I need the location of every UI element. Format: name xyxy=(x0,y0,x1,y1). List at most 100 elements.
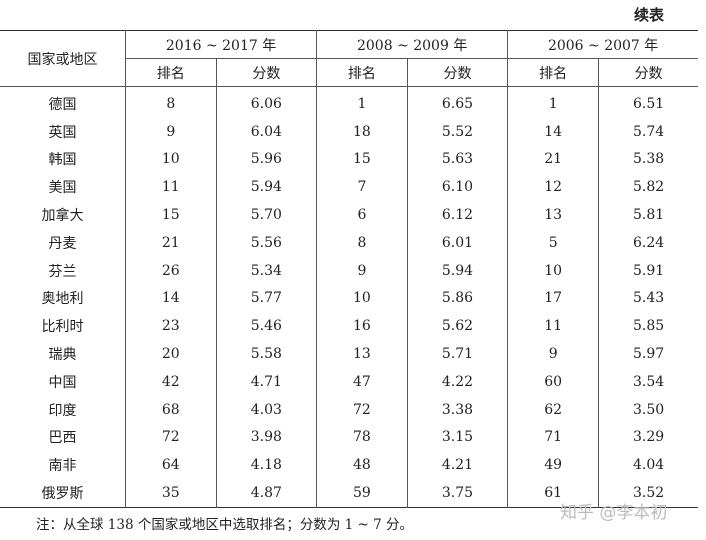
score-cell: 4.04 xyxy=(598,451,698,480)
rank-cell: 59 xyxy=(316,479,408,508)
score-cell: 6.51 xyxy=(598,86,698,118)
rank-cell: 17 xyxy=(507,284,599,313)
score-cell: 5.86 xyxy=(406,284,508,313)
rank-cell: 15 xyxy=(125,201,217,229)
rank-cell: 78 xyxy=(316,423,408,452)
rank-cell: 21 xyxy=(125,228,217,257)
rank-cell: 61 xyxy=(507,479,599,508)
country-cell: 瑞典 xyxy=(48,347,77,364)
score-cell: 3.54 xyxy=(598,367,698,396)
country-cell: 比利时 xyxy=(41,319,84,336)
rank-cell: 71 xyxy=(507,423,599,452)
score-cell: 3.15 xyxy=(406,423,508,452)
rank-cell: 62 xyxy=(507,395,599,424)
rank-cell: 14 xyxy=(507,117,599,146)
table-row: 德国 8 6.06 1 6.65 1 6.51 xyxy=(0,86,698,118)
rank-cell: 26 xyxy=(125,256,217,285)
rank-cell: 35 xyxy=(125,479,217,508)
rank-cell: 9 xyxy=(507,340,599,368)
score-cell: 3.75 xyxy=(406,479,508,508)
table-row: 瑞典 20 5.58 13 5.71 9 5.97 xyxy=(0,340,698,368)
table-row: 英国 9 6.04 18 5.52 14 5.74 xyxy=(0,117,698,146)
score-cell: 6.04 xyxy=(215,117,317,146)
country-cell: 丹麦 xyxy=(48,235,77,252)
header-score: 分数 xyxy=(215,58,317,87)
score-cell: 4.71 xyxy=(215,367,317,396)
score-cell: 4.21 xyxy=(406,451,508,480)
table-row: 比利时 23 5.46 16 5.62 11 5.85 xyxy=(0,312,698,341)
score-cell: 5.56 xyxy=(215,228,317,257)
score-cell: 3.50 xyxy=(598,395,698,424)
rank-cell: 47 xyxy=(316,367,408,396)
rank-cell: 68 xyxy=(125,395,217,424)
score-cell: 6.65 xyxy=(406,86,508,118)
rank-cell: 10 xyxy=(507,256,599,285)
score-cell: 5.46 xyxy=(215,312,317,341)
score-cell: 5.62 xyxy=(406,312,508,341)
table-row: 奥地利 14 5.77 10 5.86 17 5.43 xyxy=(0,284,698,313)
header-rank: 排名 xyxy=(507,58,599,87)
score-cell: 5.85 xyxy=(598,312,698,341)
table-row: 巴西 72 3.98 78 3.15 71 3.29 xyxy=(0,423,698,452)
table-row: 俄罗斯 35 4.87 59 3.75 61 3.52 xyxy=(0,479,698,508)
rank-cell: 1 xyxy=(507,86,599,118)
score-cell: 5.58 xyxy=(215,340,317,368)
header-score: 分数 xyxy=(406,58,508,87)
score-cell: 6.24 xyxy=(598,228,698,257)
score-cell: 5.94 xyxy=(215,173,317,202)
score-cell: 5.52 xyxy=(406,117,508,146)
watermark: 知乎 @李本初 xyxy=(560,503,668,523)
score-cell: 5.63 xyxy=(406,145,508,174)
country-cell: 美国 xyxy=(48,180,77,197)
country-cell: 英国 xyxy=(48,124,77,141)
rank-cell: 1 xyxy=(316,86,408,118)
header-period: 2016 ~ 2017 年 xyxy=(124,30,317,59)
rank-cell: 15 xyxy=(316,145,408,174)
header-rank: 排名 xyxy=(316,58,408,87)
header-score: 分数 xyxy=(598,58,698,87)
score-cell: 3.98 xyxy=(215,423,317,452)
score-cell: 6.10 xyxy=(406,173,508,202)
score-cell: 4.87 xyxy=(215,479,317,508)
score-cell: 5.91 xyxy=(598,256,698,285)
country-cell: 加拿大 xyxy=(41,208,84,225)
score-cell: 4.03 xyxy=(215,395,317,424)
table-row: 韩国 10 5.96 15 5.63 21 5.38 xyxy=(0,145,698,174)
rank-cell: 13 xyxy=(507,201,599,229)
header-period: 2006 ~ 2007 年 xyxy=(507,30,698,59)
table-row: 中国 42 4.71 47 4.22 60 3.54 xyxy=(0,367,698,396)
rank-cell: 8 xyxy=(125,86,217,118)
score-cell: 5.34 xyxy=(215,256,317,285)
score-cell: 5.97 xyxy=(598,340,698,368)
rank-cell: 14 xyxy=(125,284,217,313)
rank-cell: 18 xyxy=(316,117,408,146)
rank-cell: 13 xyxy=(316,340,408,368)
rank-cell: 12 xyxy=(507,173,599,202)
header-rank: 排名 xyxy=(125,58,217,87)
country-cell: 韩国 xyxy=(48,152,77,169)
rank-cell: 7 xyxy=(316,173,408,202)
score-cell: 5.74 xyxy=(598,117,698,146)
rank-cell: 9 xyxy=(316,256,408,285)
score-cell: 5.77 xyxy=(215,284,317,313)
rank-cell: 72 xyxy=(125,423,217,452)
table-row: 丹麦 21 5.56 8 6.01 5 6.24 xyxy=(0,228,698,257)
score-cell: 5.43 xyxy=(598,284,698,313)
score-cell: 5.81 xyxy=(598,201,698,229)
ranking-table: 国家或地区 2016 ~ 2017 年 2008 ~ 2009 年 2006 ~… xyxy=(0,30,698,508)
rank-cell: 72 xyxy=(316,395,408,424)
score-cell: 3.52 xyxy=(598,479,698,508)
rank-cell: 5 xyxy=(507,228,599,257)
table-row: 加拿大 15 5.70 6 6.12 13 5.81 xyxy=(0,201,698,229)
score-cell: 3.29 xyxy=(598,423,698,452)
rank-cell: 10 xyxy=(316,284,408,313)
country-cell: 俄罗斯 xyxy=(41,486,84,503)
rank-cell: 48 xyxy=(316,451,408,480)
header-period: 2008 ~ 2009 年 xyxy=(316,30,508,59)
score-cell: 5.96 xyxy=(215,145,317,174)
rank-cell: 16 xyxy=(316,312,408,341)
rank-cell: 8 xyxy=(316,228,408,257)
table-row: 美国 11 5.94 7 6.10 12 5.82 xyxy=(0,173,698,202)
table-row: 芬兰 26 5.34 9 5.94 10 5.91 xyxy=(0,256,698,285)
score-cell: 5.38 xyxy=(598,145,698,174)
